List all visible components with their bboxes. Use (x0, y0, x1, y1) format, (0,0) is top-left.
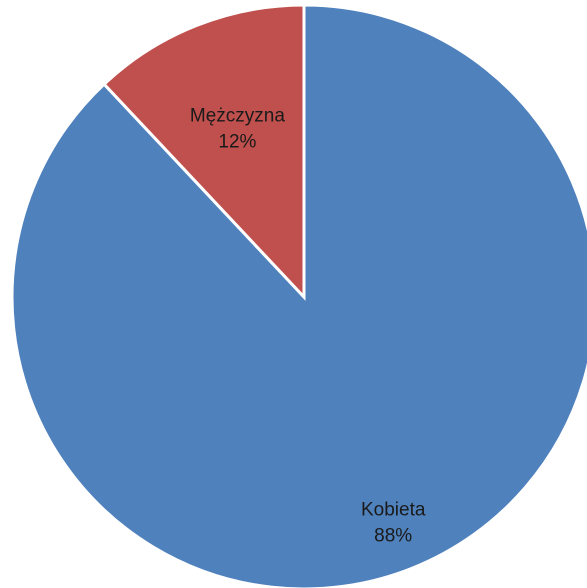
pie-slice-mężczyzna (101, 3, 306, 301)
slice-label-name: Mężczyzna (190, 106, 285, 127)
pie-slice-kobieta (10, 3, 587, 588)
pie-slices (10, 3, 587, 588)
slice-label-percent: 88% (374, 525, 412, 546)
slice-label-percent: 12% (218, 132, 256, 153)
slice-label-name: Kobieta (361, 499, 426, 520)
pie-labels: Kobieta 88% Mężczyzna 12% (190, 106, 426, 547)
